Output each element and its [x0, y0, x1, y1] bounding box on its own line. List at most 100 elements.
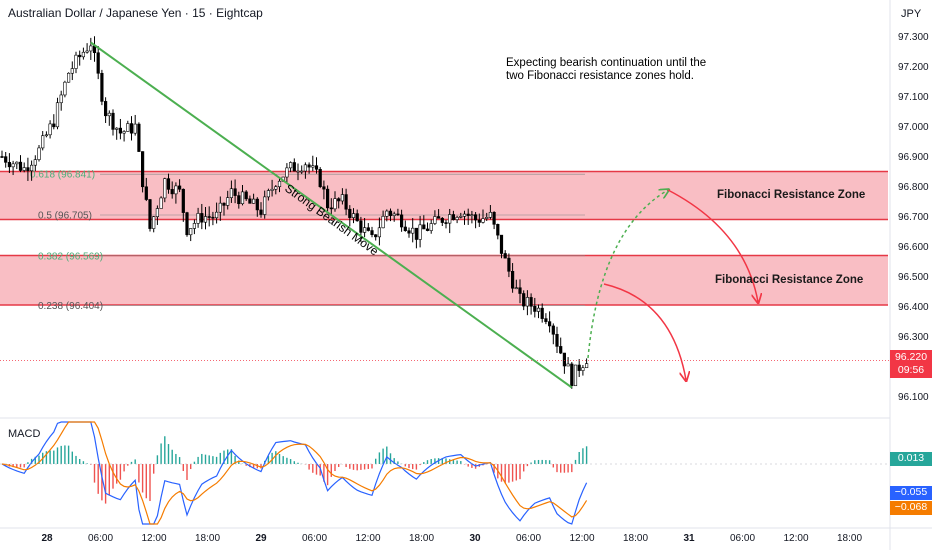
price-tick-label: 97.100 — [898, 92, 929, 103]
candle-body — [252, 198, 256, 204]
candle-body — [81, 51, 85, 58]
candle-body — [163, 178, 167, 199]
candle-body — [237, 195, 241, 205]
macd-line-tag: −0.055 — [890, 486, 932, 500]
candle-body — [288, 162, 293, 169]
candle-body — [414, 227, 419, 240]
fib-label: 0.5 (96.705) — [38, 211, 92, 222]
candle-body — [207, 216, 211, 218]
candle-body — [137, 123, 141, 152]
candle-body — [44, 134, 48, 137]
candle-body — [507, 257, 511, 272]
candle-body — [329, 207, 333, 210]
candle-body — [67, 72, 71, 83]
candle-body — [244, 191, 248, 200]
candle-body — [11, 163, 15, 168]
candle-body — [522, 293, 526, 307]
candle-body — [337, 198, 341, 202]
candle-body — [33, 159, 37, 166]
candle-body — [203, 216, 208, 223]
candle-body — [499, 234, 504, 254]
candle-body — [551, 325, 555, 335]
candle-body — [418, 224, 422, 240]
fib-label: 0.238 (96.404) — [38, 301, 103, 312]
candle-body — [433, 216, 437, 224]
candle-body — [166, 178, 171, 190]
signal-line-tag: −0.068 — [890, 501, 932, 515]
candle-body — [503, 253, 507, 259]
candle-body — [466, 213, 470, 216]
candle-body — [436, 216, 441, 219]
candle-body — [170, 189, 174, 195]
candle-body — [333, 198, 337, 210]
time-tick-label: 06:00 — [302, 533, 327, 544]
candle-body — [448, 214, 452, 224]
candle-body — [570, 363, 574, 387]
candle-body — [48, 123, 52, 136]
time-tick-label: 30 — [469, 533, 481, 544]
candle-body — [285, 167, 289, 178]
candle-body — [129, 123, 134, 134]
candle-body — [18, 161, 23, 171]
candle-body — [488, 211, 493, 218]
candle-body — [292, 162, 296, 172]
candle-body — [148, 199, 152, 229]
candle-body — [7, 162, 12, 168]
price-tick-label: 96.700 — [898, 212, 929, 223]
candles — [0, 36, 890, 389]
rejection-arrow-lower — [603, 283, 686, 380]
candle-body — [29, 164, 34, 172]
candle-body — [477, 219, 481, 223]
candle-body — [392, 213, 396, 216]
candle-body — [174, 185, 178, 195]
candle-body — [222, 202, 226, 206]
candle-body — [584, 363, 589, 369]
analysis-line-2: two Fibonacci resistance zones hold. — [506, 70, 694, 82]
candle-body — [159, 197, 163, 209]
candle-body — [300, 170, 304, 173]
candle-body — [59, 94, 63, 104]
candle-body — [455, 217, 459, 220]
candle-body — [555, 333, 559, 347]
time-tick-label: 18:00 — [837, 533, 862, 544]
candle-body — [581, 367, 585, 371]
candle-body — [122, 131, 126, 134]
candle-body — [178, 185, 182, 190]
candle-body — [425, 228, 430, 231]
price-tick-label: 97.000 — [898, 122, 929, 133]
candle-body — [314, 165, 319, 170]
macd-pane — [0, 421, 888, 525]
price-tick-label: 97.300 — [898, 32, 929, 43]
time-axis[interactable]: 28 06:00 12:00 18:00 29 06:00 12:00 18:00 30 06:0… — [41, 533, 862, 544]
candle-body — [255, 198, 259, 211]
candle-body — [85, 50, 89, 53]
candle-body — [362, 227, 367, 233]
price-tick-label: 96.100 — [898, 392, 929, 403]
candle-body — [70, 68, 74, 74]
bounce-arrow — [587, 190, 668, 359]
price-tick-label: 96.400 — [898, 302, 929, 313]
time-tick-label: 31 — [683, 533, 695, 544]
candle-body — [547, 321, 552, 327]
candle-body — [229, 188, 234, 198]
price-tick-label: 96.600 — [898, 242, 929, 253]
candle-body — [462, 213, 467, 217]
candle-body — [473, 214, 478, 221]
candle-body — [89, 45, 93, 52]
candle-body — [533, 305, 537, 312]
candle-body — [4, 156, 8, 163]
candle-body — [562, 352, 566, 367]
fib-zone-0 — [0, 171, 888, 220]
candle-body — [374, 234, 378, 238]
time-tick-label: 06:00 — [516, 533, 541, 544]
candle-body — [233, 188, 237, 196]
candle-body — [200, 213, 204, 223]
candle-body — [15, 161, 19, 165]
signal-line — [1, 421, 588, 525]
candle-body — [577, 364, 581, 371]
candle-body — [444, 222, 448, 224]
candle-body — [96, 52, 100, 74]
candle-body — [104, 101, 108, 117]
